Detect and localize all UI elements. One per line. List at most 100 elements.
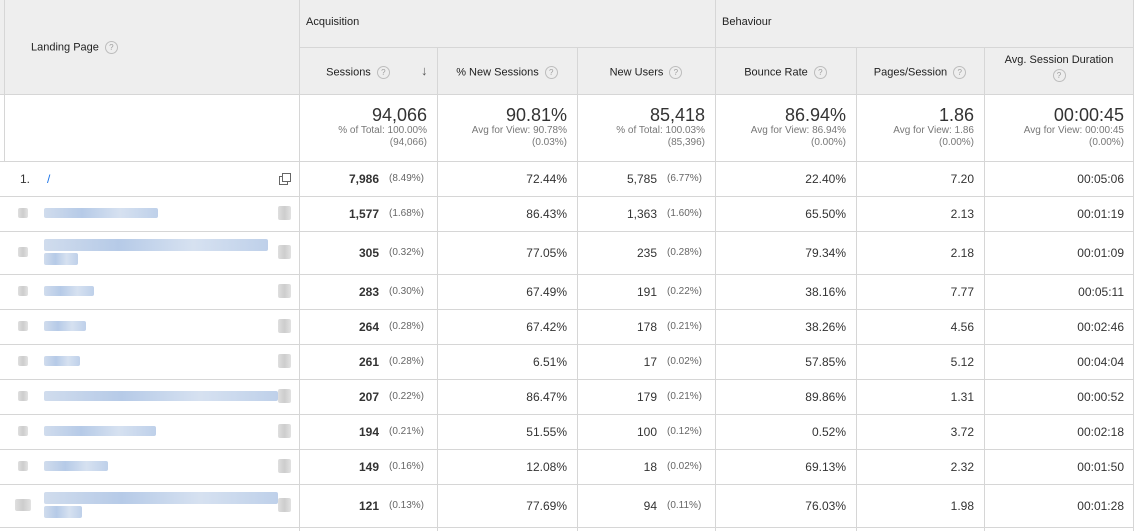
grid-line — [0, 379, 1134, 380]
header-acquisition-group — [299, 0, 715, 48]
avg-duration-cell: 00:04:04 — [1077, 354, 1124, 369]
blurred-icon — [278, 389, 291, 403]
new-sessions-cell: 86.47% — [526, 389, 567, 404]
blurred-index — [18, 247, 28, 257]
grid-line — [0, 161, 1134, 162]
sessions-header-label[interactable]: Sessions — [326, 66, 371, 79]
table-row: 261 (0.28%) 6.51% 17 (0.02%) 57.85% 5.12 0… — [0, 344, 1134, 379]
blurred-page-link[interactable] — [44, 461, 108, 471]
table-row: 207 (0.22%) 86.47% 179 (0.21%) 89.86% 1.31… — [0, 379, 1134, 414]
pages-session-cell: 2.18 — [950, 245, 974, 260]
blurred-page-link[interactable] — [44, 426, 156, 436]
grid-line — [0, 231, 1134, 232]
blurred-icon — [278, 319, 291, 333]
new-sessions-cell: 12.08% — [526, 459, 567, 474]
blurred-page-link[interactable] — [44, 286, 94, 296]
acquisition-label: Acquisition — [306, 16, 360, 28]
help-icon[interactable]: ? — [953, 66, 967, 79]
blurred-page-link-2[interactable] — [44, 506, 82, 518]
avg-duration-cell: 00:00:52 — [1077, 389, 1124, 404]
pages-session-header-label[interactable]: Pages/Session — [873, 66, 948, 79]
grid-line — [0, 527, 1134, 528]
avg-duration-cell: 00:01:09 — [1077, 245, 1124, 260]
blurred-index — [18, 208, 28, 218]
blurred-icon — [278, 284, 291, 298]
help-icon[interactable]: ? — [813, 66, 827, 79]
new-users-cell: 179 (0.21%) — [636, 389, 703, 404]
blurred-page-link[interactable] — [44, 208, 158, 218]
header-landing-page-cell[interactable] — [0, 0, 299, 95]
bounce-rate-cell: 76.03% — [805, 498, 846, 513]
blurred-page-link[interactable] — [44, 321, 86, 331]
header-sessions-cell[interactable] — [299, 48, 437, 95]
blurred-index — [18, 461, 28, 471]
behaviour-label: Behaviour — [722, 16, 772, 28]
total-new-sessions: 90.81% Avg for View: 90.78% (0.03%) — [471, 105, 567, 148]
blurred-icon — [278, 498, 291, 512]
new-sessions-cell: 51.55% — [526, 424, 567, 439]
new-users-cell: 18 (0.02%) — [643, 459, 703, 474]
blurred-index — [18, 391, 28, 401]
pages-session-cell: 4.56 — [950, 319, 974, 334]
table-row: 305 (0.32%) 77.05% 235 (0.28%) 79.34% 2.18… — [0, 231, 1134, 274]
table-row: 1. / 7,986 (8.49%) 72.44% 5,785 (6.77%) 22… — [0, 161, 1134, 196]
help-icon[interactable]: ? — [544, 66, 558, 79]
sort-arrow-icon[interactable]: ↓ — [421, 63, 428, 78]
help-icon[interactable]: ? — [1052, 69, 1066, 82]
header-new-users-cell[interactable] — [577, 48, 715, 95]
new-sessions-cell: 77.05% — [526, 245, 567, 260]
row-index: 1. — [20, 171, 31, 186]
open-page-icon[interactable] — [279, 172, 291, 185]
header-bounce-rate-cell[interactable] — [715, 48, 856, 95]
sessions-cell: 305 (0.32%) — [358, 245, 425, 260]
table-row: 194 (0.21%) 51.55% 100 (0.12%) 0.52% 3.72 … — [0, 414, 1134, 449]
bounce-rate-cell: 65.50% — [805, 206, 846, 221]
avg-duration-header-label[interactable]: Avg. Session Duration — [1004, 54, 1114, 66]
blurred-icon — [278, 354, 291, 368]
header-behaviour-group — [715, 0, 1134, 48]
new-sessions-cell: 72.44% — [526, 171, 567, 186]
landing-page-link[interactable]: / — [47, 171, 51, 186]
grid-line — [437, 48, 438, 531]
new-users-cell: 17 (0.02%) — [643, 354, 703, 369]
new-users-cell: 191 (0.22%) — [636, 284, 703, 299]
blurred-page-link-2[interactable] — [44, 253, 78, 265]
avg-duration-cell: 00:01:50 — [1077, 459, 1124, 474]
blurred-index — [18, 426, 28, 436]
help-icon[interactable]: ? — [376, 66, 390, 79]
grid-line — [0, 344, 1134, 345]
total-avg-duration: 00:00:45 Avg for View: 00:00:45 (0.00%) — [1023, 105, 1124, 148]
new-sessions-cell: 77.69% — [526, 498, 567, 513]
sessions-cell: 194 (0.21%) — [358, 424, 425, 439]
grid-line — [715, 0, 716, 531]
blurred-page-link[interactable] — [44, 391, 278, 401]
bounce-rate-cell: 89.86% — [805, 389, 846, 404]
sessions-cell: 207 (0.22%) — [358, 389, 425, 404]
grid-line — [0, 484, 1134, 485]
avg-duration-cell: 00:01:19 — [1077, 206, 1124, 221]
blurred-page-link[interactable] — [44, 239, 268, 251]
sessions-cell: 261 (0.28%) — [358, 354, 425, 369]
help-icon[interactable]: ? — [669, 66, 683, 79]
new-users-header-label[interactable]: New Users — [609, 66, 664, 79]
new-sessions-header-label[interactable]: % New Sessions — [456, 66, 539, 79]
pages-session-cell: 1.31 — [950, 389, 974, 404]
landing-page-label[interactable]: Landing Page — [31, 41, 99, 54]
blurred-index — [18, 356, 28, 366]
blurred-page-link[interactable] — [44, 356, 80, 366]
blurred-page-link[interactable] — [44, 492, 278, 504]
bounce-rate-cell: 38.26% — [805, 319, 846, 334]
total-bounce-rate: 86.94% Avg for View: 86.94% (0.00%) — [750, 105, 846, 148]
blurred-icon — [278, 245, 291, 259]
grid-line — [4, 0, 5, 161]
table-row: 264 (0.28%) 67.42% 178 (0.21%) 38.26% 4.56… — [0, 309, 1134, 344]
sessions-cell: 1,577 (1.68%) — [348, 206, 425, 221]
blurred-index — [15, 499, 31, 511]
help-icon[interactable]: ? — [104, 41, 118, 54]
sessions-cell: 283 (0.30%) — [358, 284, 425, 299]
blurred-icon — [278, 459, 291, 473]
bounce-rate-header-label[interactable]: Bounce Rate — [744, 66, 808, 79]
pages-session-cell: 1.98 — [950, 498, 974, 513]
pages-session-cell: 5.12 — [950, 354, 974, 369]
